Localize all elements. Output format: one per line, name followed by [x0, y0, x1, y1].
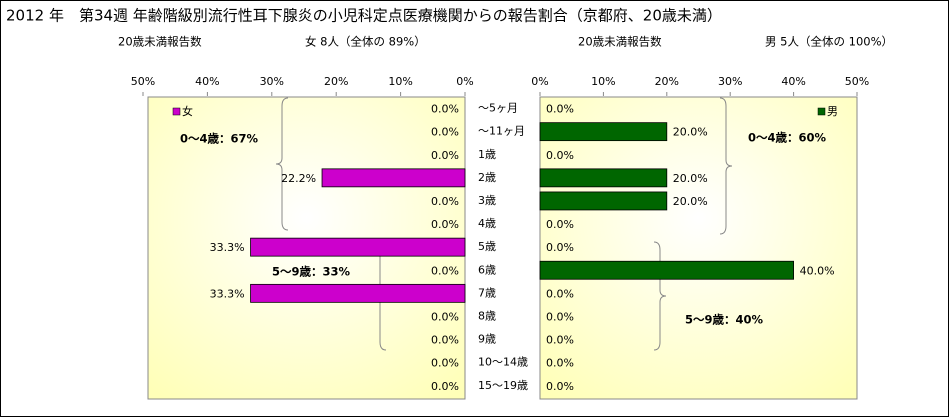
chart-title: 2012 年 第34週 年齢階級別流行性耳下腺炎の小児科定点医療機関からの報告割…: [6, 7, 722, 25]
data-label: 0.0%: [431, 218, 459, 231]
data-label: 0.0%: [546, 310, 574, 323]
data-label: 0.0%: [431, 264, 459, 277]
brace: [719, 97, 733, 235]
data-label: 0.0%: [546, 149, 574, 162]
brace: [653, 241, 667, 351]
y-tick-label: 〜5ヶ月: [478, 102, 518, 115]
y-tick-label: 〜11ヶ月: [478, 125, 525, 138]
bar: [539, 260, 795, 280]
legend-label: 男: [827, 105, 838, 118]
data-label: 0.0%: [431, 149, 459, 162]
x-tick-label: 20%: [655, 75, 679, 88]
data-label: 22.2%: [281, 172, 316, 185]
y-tick-label: 4歳: [478, 217, 496, 230]
data-label: 0.0%: [546, 380, 574, 393]
report-label: 20歳未満報告数: [118, 35, 202, 49]
x-tick-label: 30%: [718, 75, 742, 88]
data-label: 0.0%: [546, 241, 574, 254]
x-tick-label: 30%: [260, 75, 284, 88]
annotation: 5〜9歳：40%: [685, 313, 764, 327]
x-tick-label: 50%: [845, 75, 869, 88]
y-tick-label: 5歳: [478, 240, 496, 253]
x-tick-label: 40%: [781, 75, 805, 88]
report-label: 20歳未満報告数: [578, 35, 662, 49]
x-tick-label: 20%: [324, 75, 348, 88]
bar: [539, 191, 668, 211]
subtitle: 男 5人（全体の 100%）: [765, 35, 893, 49]
bar: [250, 237, 466, 257]
bar: [539, 122, 668, 142]
data-label: 0.0%: [546, 287, 574, 300]
x-tick-label: 10%: [591, 75, 615, 88]
y-tick-label: 10〜14歳: [478, 356, 528, 369]
annotation: 0〜4歳：60%: [748, 131, 827, 145]
bar: [539, 168, 668, 188]
subtitle: 女 8人（全体の 89%）: [305, 35, 426, 49]
bar: [250, 283, 466, 303]
data-label: 20.0%: [673, 195, 708, 208]
plot-area: [539, 96, 858, 400]
x-tick-label: 0%: [531, 75, 548, 88]
data-label: 40.0%: [800, 264, 835, 277]
legend-swatch: [172, 107, 181, 116]
y-tick-label: 3歳: [478, 194, 496, 207]
annotation: 5〜9歳：33%: [272, 265, 351, 279]
y-tick-label: 6歳: [478, 263, 496, 276]
x-tick-label: 0%: [456, 75, 473, 88]
data-label: 0.0%: [546, 334, 574, 347]
annotation: 0〜4歳：67%: [180, 132, 259, 146]
data-label: 33.3%: [210, 241, 245, 254]
data-label: 20.0%: [673, 172, 708, 185]
data-label: 0.0%: [431, 126, 459, 139]
x-tick-label: 40%: [195, 75, 219, 88]
data-label: 0.0%: [431, 334, 459, 347]
data-label: 0.0%: [431, 310, 459, 323]
y-tick-label: 2歳: [478, 171, 496, 184]
x-tick-label: 50%: [131, 75, 155, 88]
bar: [321, 168, 466, 188]
y-tick-label: 7歳: [478, 286, 496, 299]
y-tick-label: 8歳: [478, 309, 496, 322]
data-label: 0.0%: [546, 218, 574, 231]
y-tick-label: 1歳: [478, 148, 496, 161]
data-label: 0.0%: [431, 357, 459, 370]
data-label: 0.0%: [431, 380, 459, 393]
data-label: 0.0%: [546, 103, 574, 116]
brace: [275, 97, 289, 231]
data-label: 0.0%: [546, 357, 574, 370]
data-label: 0.0%: [431, 103, 459, 116]
legend-swatch: [817, 107, 826, 116]
data-label: 0.0%: [431, 195, 459, 208]
data-label: 20.0%: [673, 126, 708, 139]
legend-label: 女: [182, 104, 193, 118]
x-tick-label: 10%: [388, 75, 412, 88]
y-tick-label: 15〜19歳: [478, 379, 528, 392]
y-tick-label: 9歳: [478, 333, 496, 346]
data-label: 33.3%: [210, 287, 245, 300]
